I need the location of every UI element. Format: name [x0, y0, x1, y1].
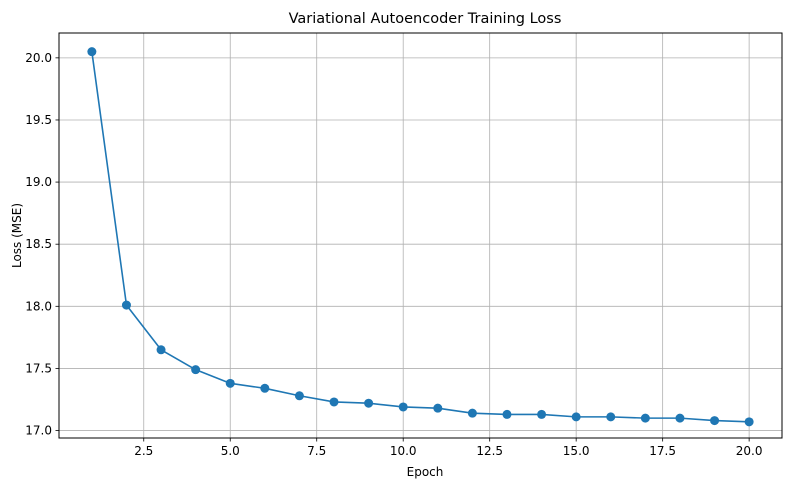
data-point	[329, 397, 339, 407]
y-tick-label: 19.5	[25, 113, 52, 127]
data-point	[364, 398, 374, 408]
x-tick-label: 12.5	[476, 444, 503, 458]
y-tick-label: 17.5	[25, 361, 52, 375]
data-point	[640, 413, 650, 423]
data-point	[398, 402, 408, 412]
data-point	[606, 412, 616, 422]
plot-frame	[58, 32, 783, 439]
y-axis-label: Loss (MSE)	[10, 203, 24, 268]
data-point	[710, 416, 720, 426]
y-tick-label: 19.0	[25, 175, 52, 189]
data-point	[156, 345, 166, 355]
x-axis-label: Epoch	[407, 465, 444, 479]
data-point	[744, 417, 754, 427]
x-tick-label: 15.0	[563, 444, 590, 458]
data-point	[502, 409, 512, 419]
data-point	[294, 391, 304, 401]
x-tick-label: 20.0	[736, 444, 763, 458]
y-tick-label: 17.0	[25, 424, 52, 438]
data-point	[537, 409, 547, 419]
x-tick-label: 17.5	[649, 444, 676, 458]
data-point	[225, 378, 235, 388]
x-tick-label: 2.5	[134, 444, 153, 458]
series-line	[91, 51, 750, 423]
data-point	[467, 408, 477, 418]
y-axis: 17.0 17.5 18.0 18.5 19.0 19.5 20.0	[25, 51, 59, 438]
x-tick-label: 5.0	[221, 444, 240, 458]
x-axis: 2.5 5.0 7.5 10.0 12.5 15.0 17.5 20.0	[134, 438, 762, 458]
chart-title: Variational Autoencoder Training Loss	[289, 11, 562, 27]
data-point	[191, 365, 201, 375]
x-tick-label: 10.0	[390, 444, 417, 458]
data-point	[571, 412, 581, 422]
data-point	[433, 403, 443, 413]
data-point	[121, 300, 131, 310]
data-point	[675, 413, 685, 423]
data-point	[87, 47, 97, 57]
y-tick-label: 18.0	[25, 299, 52, 313]
series-layer	[87, 47, 754, 427]
grid	[59, 33, 782, 438]
y-tick-label: 20.0	[25, 51, 52, 65]
y-tick-label: 18.5	[25, 237, 52, 251]
x-tick-label: 7.5	[307, 444, 326, 458]
data-point	[260, 383, 270, 393]
